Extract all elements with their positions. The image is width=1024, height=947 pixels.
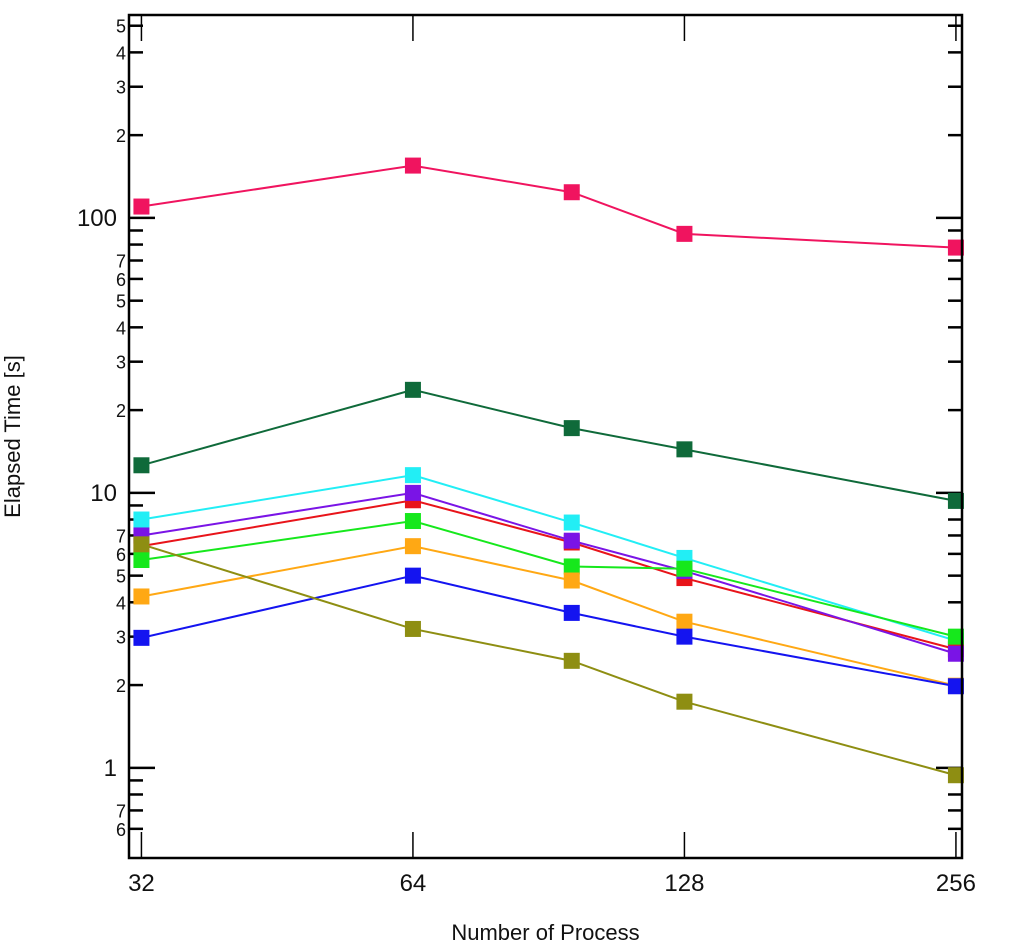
data-point-dark-green [947,492,964,509]
y-minor-tick-label: 2 [116,126,126,146]
data-point-olive [947,767,964,784]
y-minor-tick-label: 7 [116,252,126,272]
data-point-blue [404,567,421,584]
data-point-magenta [404,157,421,174]
series-orange [133,538,964,694]
series-line-blue [141,574,957,688]
y-minor-tick-label: 5 [116,17,126,37]
data-point-magenta [133,198,150,215]
y-minor-tick-label: 2 [116,676,126,696]
x-axis-title: Number of Process [451,920,639,945]
y-minor-tick-label: 6 [116,545,126,565]
y-axis-title: Elapsed Time [s] [0,355,25,518]
x-tick-label: 256 [936,870,976,897]
y-minor-tick-label: 3 [116,628,126,648]
data-point-orange [563,572,580,589]
x-tick-label: 64 [400,870,427,897]
series-line-olive [141,543,957,777]
series-line-magenta [141,164,956,249]
data-point-green [676,560,693,577]
data-point-purple [563,532,580,549]
plot-frame [127,13,964,860]
data-point-green [563,558,580,575]
data-point-dark-green [133,457,150,474]
y-major-tick-label: 1 [104,755,117,782]
data-point-dark-green [563,420,580,437]
y-minor-tick-label: 4 [116,318,126,338]
y-major-tick-label: 100 [77,205,117,232]
y-minor-tick-label: 4 [116,43,126,63]
data-point-green [404,513,421,530]
y-minor-tick-label: 3 [116,78,126,98]
data-point-green [947,628,964,645]
series-magenta [133,157,964,256]
series-line-dark-green [141,388,957,502]
series-dark-green [133,381,964,509]
series-cyan [133,467,964,649]
series-line-green [141,520,957,638]
data-point-magenta [947,239,964,256]
data-point-blue [133,629,150,646]
data-point-olive [563,652,580,669]
y-minor-tick-label: 7 [116,526,126,546]
data-point-green [133,552,150,569]
y-minor-tick-label: 6 [116,270,126,290]
data-point-dark-green [676,441,693,458]
data-point-orange [676,613,693,630]
y-minor-tick-label: 6 [116,820,126,840]
data-point-purple [404,484,421,501]
data-point-dark-green [404,381,421,398]
x-tick-label: 32 [128,870,155,897]
data-point-magenta [563,184,580,201]
y-major-tick-label: 10 [90,480,117,507]
data-point-olive [676,693,693,710]
data-point-orange [133,588,150,605]
data-point-olive [133,536,150,553]
series-green [133,513,964,645]
data-point-orange [404,538,421,555]
data-point-blue [947,678,964,695]
y-minor-tick-label: 2 [116,401,126,421]
data-point-blue [676,628,693,645]
data-point-magenta [676,225,693,242]
data-point-cyan [133,511,150,528]
series-layer [133,157,964,784]
y-minor-tick-label: 7 [116,801,126,821]
axis-ticks [129,15,962,858]
series-purple [133,484,964,662]
data-point-cyan [404,467,421,484]
y-minor-tick-label: 5 [116,567,126,587]
data-point-purple [947,645,964,662]
data-point-blue [563,604,580,621]
x-tick-label: 128 [664,870,704,897]
y-minor-tick-label: 4 [116,593,126,613]
series-olive [133,536,964,784]
data-point-cyan [563,514,580,531]
y-minor-tick-label: 3 [116,353,126,373]
series-blue [133,567,964,695]
y-minor-tick-label: 5 [116,292,126,312]
data-point-olive [404,620,421,637]
